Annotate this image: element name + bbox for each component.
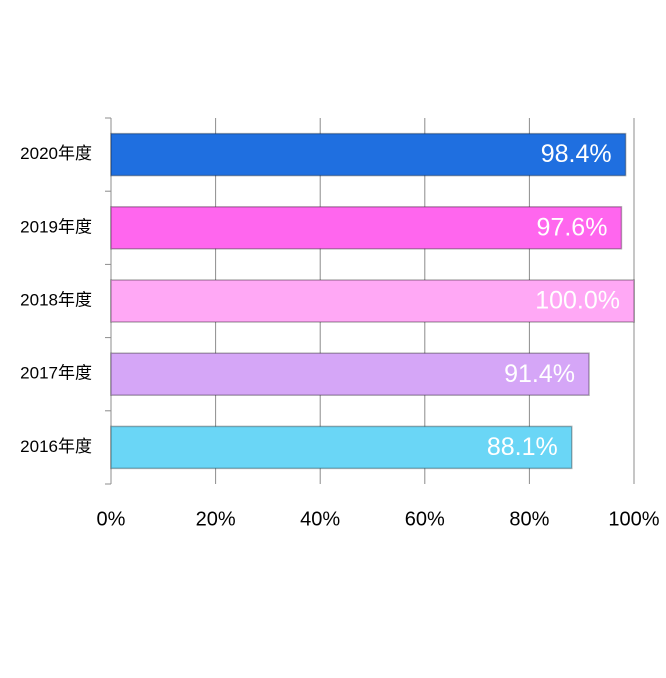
- bar: [110, 279, 635, 323]
- bar: [110, 352, 590, 396]
- y-tick-label: 2019年度: [20, 217, 92, 236]
- value-label: 100.0%: [535, 287, 620, 315]
- x-tick-label: 60%: [405, 508, 445, 530]
- x-tick-label: 0%: [97, 508, 126, 530]
- value-label: 91.4%: [504, 360, 575, 388]
- bar: [110, 425, 573, 470]
- x-tick-label: 80%: [509, 508, 549, 530]
- value-label: 88.1%: [487, 433, 558, 461]
- bar: [110, 132, 627, 177]
- y-tick-label: 2018年度: [20, 290, 92, 309]
- y-tick-label: 2017年度: [20, 364, 92, 383]
- y-tick-label: 2020年度: [20, 144, 92, 163]
- value-label: 97.6%: [537, 213, 608, 241]
- x-tick-label: 40%: [300, 508, 340, 530]
- y-tick-label: 2016年度: [20, 437, 92, 456]
- x-tick-label: 20%: [196, 508, 236, 530]
- value-label: 98.4%: [541, 140, 612, 168]
- bar: [110, 206, 623, 250]
- x-tick-label: 100%: [608, 508, 659, 530]
